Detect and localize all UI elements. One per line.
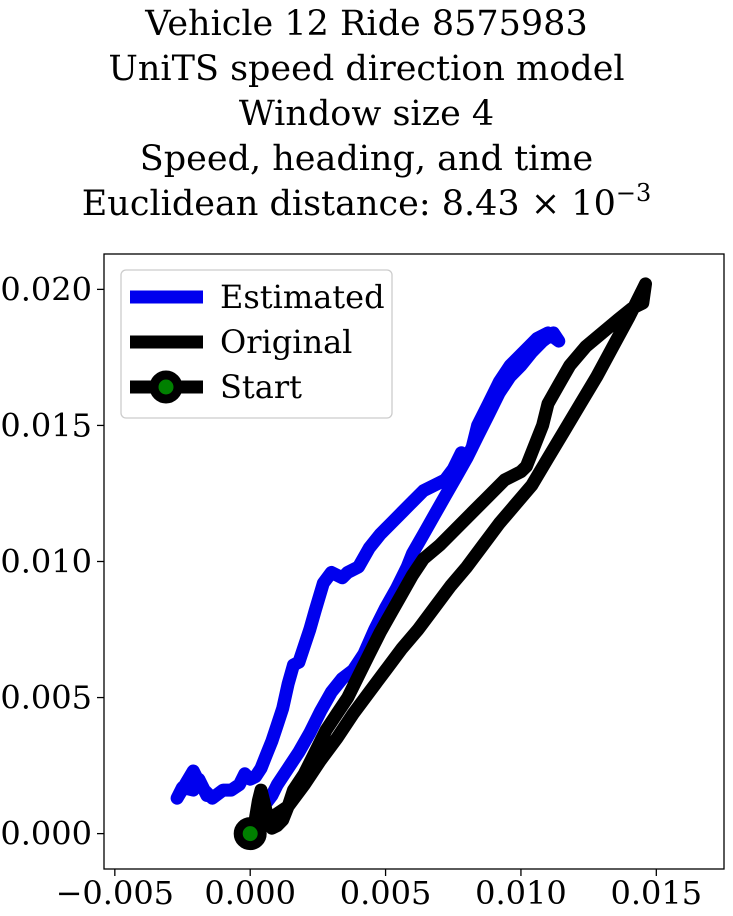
x-tick-label: 0.005: [340, 874, 432, 912]
y-tick-label: 0.000: [0, 815, 92, 853]
y-tick-label: 0.020: [0, 270, 92, 308]
x-tick-label: 0.015: [611, 874, 703, 912]
title-distance-line: Euclidean distance: 8.43 × 10−3: [0, 179, 733, 227]
chart-title: Vehicle 12 Ride 8575983 UniTS speed dire…: [0, 2, 733, 227]
start-point-marker: [233, 817, 267, 851]
legend-label-original: Original: [220, 323, 352, 361]
title-line: Speed, heading, and time: [139, 139, 594, 179]
legend: Estimated Original Start: [120, 269, 393, 419]
y-tick-label: 0.010: [0, 543, 92, 581]
legend-label-estimated: Estimated: [220, 278, 385, 316]
distance-label: Euclidean distance:: [81, 184, 442, 224]
series-line-estimated: [170, 326, 566, 841]
title-line: Window size 4: [238, 94, 495, 134]
x-tick-label: −0.005: [56, 874, 174, 912]
distance-mantissa: 8.43: [441, 184, 520, 224]
series-line-original: [243, 277, 652, 841]
y-tick-label: 0.015: [0, 406, 92, 444]
title-line: UniTS speed direction model: [108, 49, 625, 89]
x-tick-label: 0.000: [204, 874, 296, 912]
x-tick-label: 0.010: [475, 874, 567, 912]
title-line: Vehicle 12 Ride 8575983: [145, 4, 588, 44]
distance-exponent: −3: [615, 179, 652, 207]
axis-ticks: −0.005 0.000 0.005 0.010 0.015 0.000 0.005 0.01…: [0, 270, 702, 912]
y-tick-label: 0.005: [0, 679, 92, 717]
distance-times: ×: [530, 184, 561, 224]
legend-start-marker: [149, 370, 183, 404]
legend-label-start: Start: [220, 368, 302, 406]
series-layer: [170, 277, 652, 851]
distance-base: 10: [571, 184, 616, 224]
